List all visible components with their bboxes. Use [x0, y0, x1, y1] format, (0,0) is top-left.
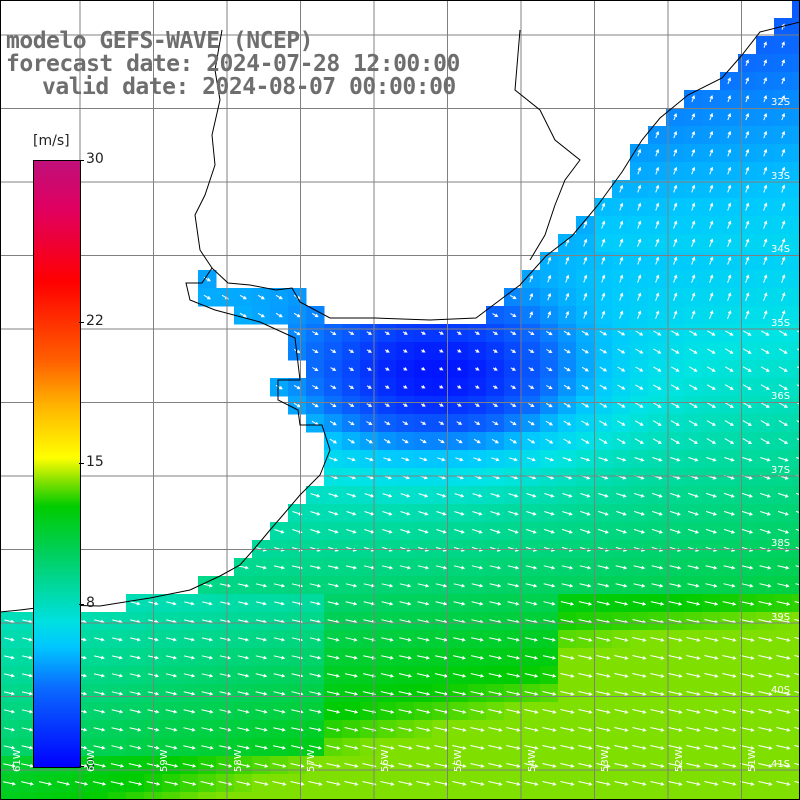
colorbar-tick-label: 30	[86, 151, 104, 167]
colorbar-tick-mark	[79, 463, 84, 464]
longitude-label: 54W	[526, 749, 538, 772]
longitude-label: 56W	[379, 749, 391, 772]
latitude-label: 33S	[771, 170, 791, 182]
colorbar-tick-label: 15	[86, 454, 104, 470]
longitude-label: 60W	[85, 749, 97, 772]
lagoon-outline	[514, 29, 581, 261]
longitude-label: 57W	[306, 749, 317, 772]
longitude-label: 55W	[453, 749, 464, 772]
latitude-label: 39S	[771, 611, 791, 623]
latitude-label: 38S	[771, 538, 791, 549]
longitude-label: 58W	[232, 749, 244, 772]
colorbar-tick-label: 0	[86, 757, 95, 773]
colorbar-unit: [m/s]	[33, 133, 70, 149]
colorbar-tick-mark	[79, 160, 84, 161]
longitude-label: 61W	[12, 749, 23, 772]
colorbar-tick-mark	[79, 321, 84, 323]
colorbar-tick-label: 22	[86, 312, 104, 329]
forecast-date: forecast date: 2024-07-28 12:00:00	[6, 51, 460, 77]
colorbar-tick-label: 8	[86, 595, 95, 612]
colorbar	[33, 160, 81, 768]
model-title: modelo GEFS-WAVE (NCEP)	[6, 28, 314, 54]
latitude-label: 40S	[771, 685, 791, 696]
valid-date: valid date: 2024-08-07 00:00:00	[42, 74, 456, 100]
latitude-label: 37S	[771, 464, 791, 476]
latitude-label: 32S	[771, 97, 791, 108]
colorbar-tick-mark	[79, 604, 84, 606]
latitude-label: 34S	[771, 244, 791, 255]
coastline	[0, 21, 800, 613]
longitude-label: 53W	[600, 749, 611, 772]
latitude-label: 41S	[771, 758, 791, 770]
latitude-label: 35S	[771, 317, 791, 329]
colorbar-tick-mark	[79, 766, 84, 767]
longitude-label: 52W	[673, 749, 685, 772]
latitude-label: 36S	[771, 391, 791, 402]
river-border	[194, 29, 223, 269]
longitude-label: 51W	[747, 749, 758, 772]
longitude-label: 59W	[159, 749, 170, 772]
